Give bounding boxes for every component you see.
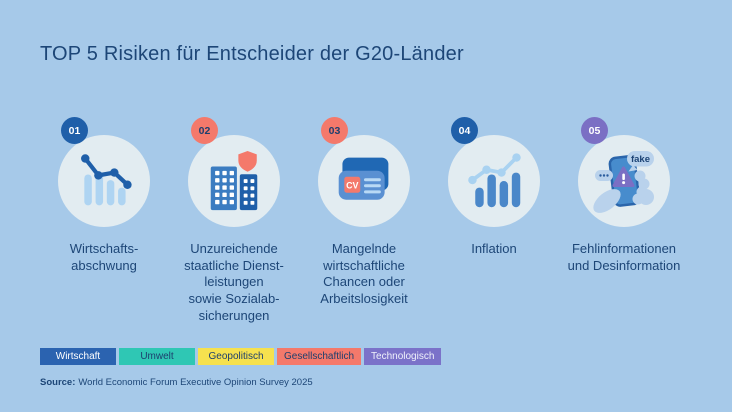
fake-bubble-icon <box>627 151 654 167</box>
svg-text:fake: fake <box>631 154 650 165</box>
risk-circle-5: fake <box>578 135 670 227</box>
rank-badge-04: 04 <box>451 117 478 144</box>
legend-chip-wirtschaft: Wirtschaft <box>40 348 116 365</box>
thumb-shape <box>593 189 621 213</box>
legend-chip-umwelt: Umwelt <box>119 348 195 365</box>
declining-trend-icon <box>81 154 132 206</box>
risk-label-1: Wirtschafts- abschwung <box>69 241 139 273</box>
risk-item-2: 02 <box>169 117 299 324</box>
risk-item-4: 04 Inflation <box>429 117 559 324</box>
rank-badge-03: 03 <box>321 117 348 144</box>
risk-row: 01 Wirtschafts- abschwung <box>39 117 689 324</box>
legend-chip-geopolitisch: Geopolitisch <box>198 348 274 365</box>
rank-badge-01: 01 <box>61 117 88 144</box>
risk-label-5: Fehlinformationen und Desinformation <box>567 241 681 273</box>
source-label: Source: <box>40 377 76 388</box>
legend-chip-gesellschaftlich: Gesellschaftlich <box>277 348 362 365</box>
risk-label-4: Inflation <box>471 241 517 256</box>
risk-item-3: 03 CV Mangelnde wirtschaftliche Chancen … <box>299 117 429 324</box>
rank-badge-05: 05 <box>581 117 608 144</box>
cv-document-icon: CV <box>338 157 389 200</box>
risk-label-2: Unzureichende staatliche Dienst- leistun… <box>184 241 284 323</box>
source-line: Source: World Economic Forum Executive Op… <box>40 377 313 388</box>
risk-circle-3: CV <box>318 135 410 227</box>
risk-item-1: 01 Wirtschafts- abschwung <box>39 117 169 324</box>
risk-item-5: 05 <box>559 117 689 324</box>
rising-bars-icon <box>468 153 521 208</box>
phone-misinformation-icon: fake <box>593 151 654 213</box>
category-legend: Wirtschaft Umwelt Geopolitisch Gesellsch… <box>40 348 442 365</box>
risk-label-3: Mangelnde wirtschaftliche Chancen oder A… <box>320 241 408 306</box>
risk-circle-1 <box>58 135 150 227</box>
risk-circle-4 <box>448 135 540 227</box>
rank-badge-02: 02 <box>191 117 218 144</box>
svg-text:CV: CV <box>346 181 358 191</box>
public-services-buildings-icon <box>210 150 258 211</box>
risk-circle-2 <box>188 135 280 227</box>
shield-icon <box>238 150 257 172</box>
source-text: World Economic Forum Executive Opinion S… <box>78 377 313 388</box>
page-title: TOP 5 Risiken für Entscheider der G20-Lä… <box>40 43 464 65</box>
legend-chip-technologisch: Technologisch <box>364 348 442 365</box>
